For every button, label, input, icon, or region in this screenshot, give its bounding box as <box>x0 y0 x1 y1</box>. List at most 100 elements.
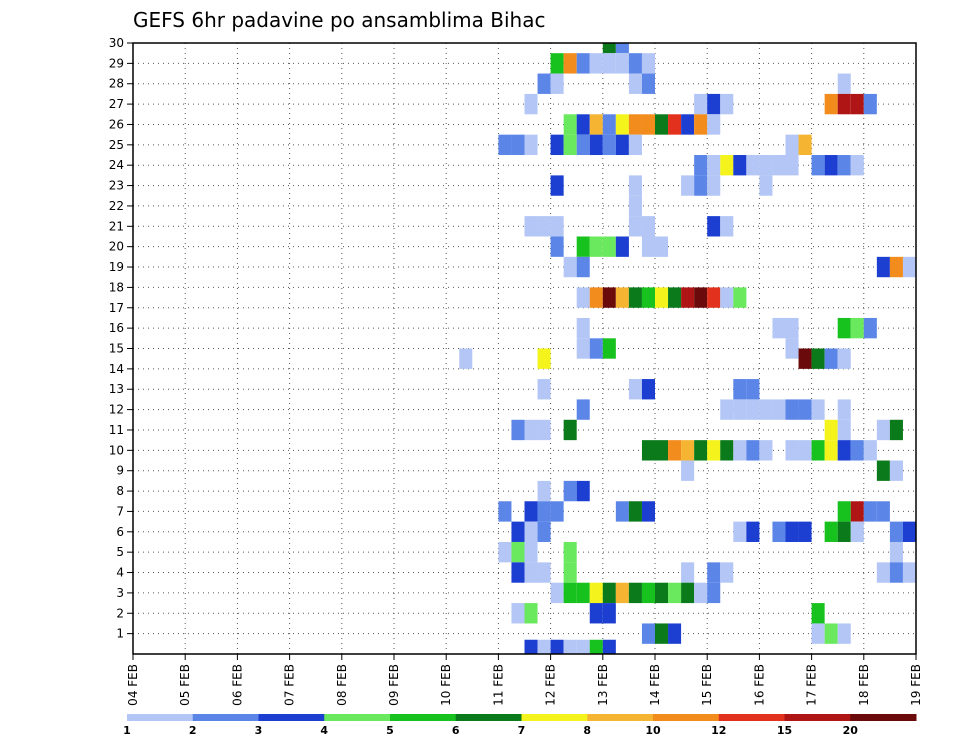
ensemble-cell <box>524 93 538 115</box>
colorbar-tick-label: 15 <box>777 724 792 737</box>
x-tick-label: 16 FEB <box>752 664 766 706</box>
ensemble-cell <box>720 399 734 420</box>
ensemble-cell <box>615 236 629 257</box>
ensemble-cell <box>524 639 538 654</box>
x-axis: 04 FEB 05 FEB 06 FEB 07 FEB 08 FEB 09 FEB 10 F… <box>126 654 923 706</box>
ensemble-cell <box>707 582 721 604</box>
chart-title: GEFS 6hr padavine po ansamblima Bihac <box>133 8 545 32</box>
ensemble-cell <box>681 582 695 604</box>
ensemble-cell <box>576 582 590 604</box>
ensemble-cell <box>537 501 551 522</box>
ensemble-cell <box>681 175 695 196</box>
ensemble-cell <box>615 134 629 156</box>
ensemble-cell <box>837 501 851 522</box>
ensemble-cell <box>889 521 903 542</box>
ensemble-cell <box>889 541 903 563</box>
colorbar-swatch <box>390 714 457 721</box>
x-tick-label: 04 FEB <box>126 664 140 706</box>
ensemble-cell <box>759 175 773 196</box>
ensemble-cell <box>902 521 916 542</box>
ensemble-cell <box>681 562 695 583</box>
ensemble-cell <box>602 287 616 308</box>
ensemble-cell <box>759 440 773 461</box>
colorbar-tick-label: 7 <box>518 724 526 737</box>
ensemble-cell <box>589 582 603 604</box>
y-tick-label: 12 <box>109 403 124 417</box>
ensemble-cell <box>850 501 864 522</box>
ensemble-cell <box>615 53 629 74</box>
ensemble-cell <box>733 155 747 176</box>
ensemble-cell <box>563 541 577 563</box>
ensemble-cell <box>694 175 708 196</box>
y-tick-label: 7 <box>116 504 124 518</box>
colorbar-swatch <box>587 714 654 721</box>
ensemble-cell <box>628 216 642 237</box>
ensemble-cell <box>524 216 538 237</box>
x-tick-label: 15 FEB <box>700 664 714 706</box>
ensemble-cell <box>602 134 616 156</box>
ensemble-cell <box>902 256 916 278</box>
colorbar-swatch <box>127 714 194 721</box>
ensemble-cell <box>681 440 695 461</box>
y-tick-label: 3 <box>116 586 124 600</box>
ensemble-cell <box>498 501 512 522</box>
y-tick-label: 22 <box>109 199 124 213</box>
y-tick-label: 15 <box>109 342 124 356</box>
ensemble-cell <box>824 623 838 644</box>
ensemble-cell <box>563 53 577 74</box>
y-axis: 1234567891011121314151617181920212223242… <box>109 36 133 641</box>
ensemble-cell <box>641 114 655 135</box>
ensemble-cell <box>707 562 721 583</box>
ensemble-cell <box>733 287 747 308</box>
ensemble-cell <box>681 287 695 308</box>
y-tick-label: 8 <box>116 484 124 498</box>
ensemble-cell <box>550 582 564 604</box>
ensemble-cell <box>772 317 786 339</box>
ensemble-cell <box>668 582 682 604</box>
ensemble-cell <box>655 236 669 257</box>
ensemble-cell <box>641 582 655 604</box>
y-tick-label: 5 <box>116 545 124 559</box>
ensemble-cell <box>850 155 864 176</box>
ensemble-cell <box>576 480 590 502</box>
colorbar-tick-label: 1 <box>123 724 131 737</box>
ensemble-cell <box>746 399 760 420</box>
ensemble-cell <box>615 501 629 522</box>
colorbar-swatch <box>192 714 259 721</box>
ensemble-cell <box>746 155 760 176</box>
ensemble-cell <box>641 501 655 522</box>
colorbar-swatch <box>653 714 720 721</box>
ensemble-cell <box>694 114 708 135</box>
ensemble-cell <box>615 114 629 135</box>
ensemble-cell <box>563 582 577 604</box>
ensemble-cell <box>511 541 525 563</box>
y-tick-label: 24 <box>109 158 124 172</box>
ensemble-cell <box>641 73 655 94</box>
ensemble-cell <box>550 639 564 654</box>
ensemble-cell <box>537 379 551 400</box>
ensemble-cell <box>537 419 551 441</box>
ensemble-cell <box>655 440 669 461</box>
ensemble-cell <box>576 317 590 339</box>
ensemble-cell <box>537 639 551 654</box>
x-tick-label: 12 FEB <box>544 664 558 706</box>
ensemble-cell <box>837 348 851 369</box>
ensemble-cell <box>681 114 695 135</box>
ensemble-cell <box>576 134 590 156</box>
ensemble-cell <box>628 114 642 135</box>
ensemble-cell <box>824 419 838 441</box>
ensemble-cell <box>602 114 616 135</box>
ensemble-cell <box>641 236 655 257</box>
ensemble-cell <box>655 114 669 135</box>
ensemble-cell <box>707 93 721 115</box>
ensemble-cell <box>524 562 538 583</box>
ensemble-cell <box>876 419 890 441</box>
ensemble-cell <box>576 236 590 257</box>
y-tick-label: 1 <box>116 627 124 641</box>
ensemble-cell <box>824 348 838 369</box>
ensemble-cell <box>511 603 525 624</box>
ensemble-cell <box>655 582 669 604</box>
ensemble-cell <box>537 216 551 237</box>
ensemble-cell <box>837 73 851 94</box>
ensemble-cell <box>811 348 825 369</box>
